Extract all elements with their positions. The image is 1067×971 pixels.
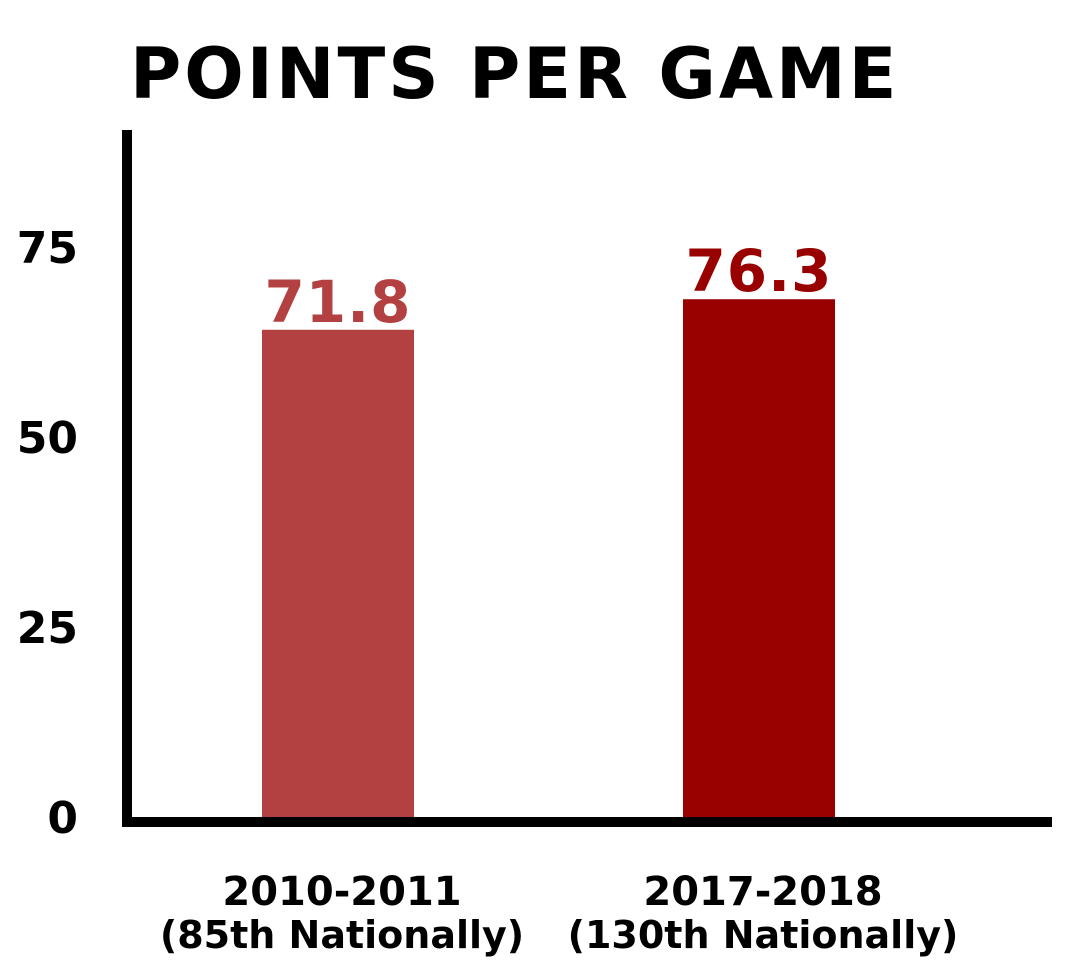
y-tick-label: 0 — [47, 793, 78, 844]
bar-value-label: 71.8 — [264, 268, 411, 336]
x-category-sublabel: (85th Nationally) — [160, 913, 524, 957]
x-category-label: 2017-2018 — [643, 869, 882, 915]
y-tick-label: 25 — [17, 603, 78, 654]
bars — [262, 299, 835, 817]
bar — [262, 329, 414, 817]
x-axis-labels: 2010-2011(85th Nationally) 2017-2018(130t… — [160, 869, 959, 957]
chart-title: POINTS PER GAME — [130, 33, 899, 115]
y-tick-label: 50 — [17, 413, 78, 464]
bar — [683, 299, 835, 817]
y-axis-ticks: 0 25 50 75 — [17, 223, 78, 844]
bar-value-label: 76.3 — [685, 237, 832, 305]
bar-value-labels: 71.8 76.3 — [264, 237, 832, 336]
x-category-label: 2010-2011 — [222, 869, 461, 915]
x-category-sublabel: (130th Nationally) — [568, 913, 959, 957]
y-tick-label: 75 — [17, 223, 78, 274]
